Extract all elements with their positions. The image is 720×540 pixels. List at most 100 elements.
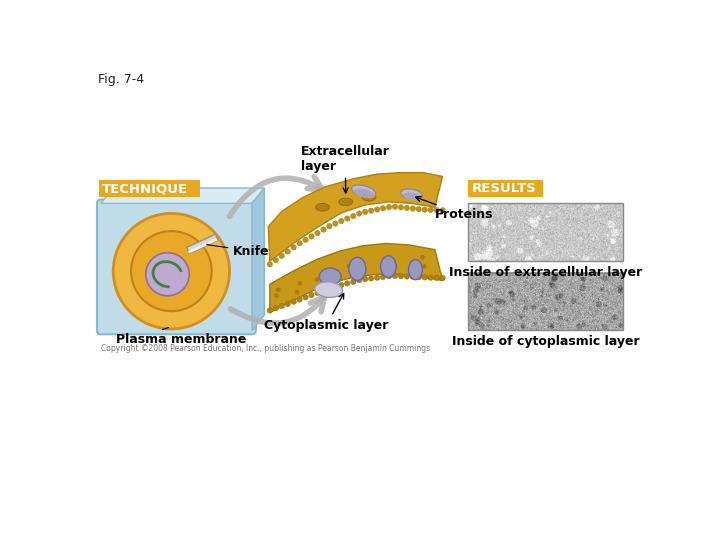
Circle shape (380, 274, 386, 280)
Circle shape (322, 273, 326, 278)
Circle shape (291, 245, 297, 250)
Ellipse shape (354, 188, 375, 198)
Circle shape (333, 284, 338, 289)
Text: Cytoplasmic layer: Cytoplasmic layer (264, 293, 389, 332)
Polygon shape (188, 238, 218, 253)
Ellipse shape (403, 192, 422, 200)
Ellipse shape (349, 257, 366, 280)
Ellipse shape (351, 185, 376, 197)
Polygon shape (270, 244, 443, 313)
Circle shape (356, 278, 362, 283)
Circle shape (297, 281, 302, 286)
Circle shape (422, 275, 428, 280)
Ellipse shape (320, 268, 341, 285)
Polygon shape (269, 173, 443, 261)
Circle shape (309, 234, 314, 239)
Text: Extracellular
layer: Extracellular layer (301, 145, 390, 193)
Text: Plasma membrane: Plasma membrane (117, 333, 247, 346)
Circle shape (404, 274, 410, 279)
Circle shape (273, 306, 279, 311)
Circle shape (404, 205, 410, 211)
Circle shape (392, 273, 397, 279)
Circle shape (386, 205, 392, 210)
Circle shape (362, 209, 368, 214)
FancyBboxPatch shape (97, 200, 256, 334)
Circle shape (318, 273, 323, 278)
Circle shape (303, 295, 308, 300)
Circle shape (434, 275, 439, 281)
FancyBboxPatch shape (468, 180, 543, 197)
Text: Inside of extracellular layer: Inside of extracellular layer (449, 266, 642, 279)
Circle shape (434, 207, 439, 213)
Circle shape (386, 273, 392, 279)
Circle shape (392, 204, 397, 210)
Circle shape (276, 288, 281, 292)
Circle shape (398, 205, 404, 210)
Text: Inside of cytoplasmic layer: Inside of cytoplasmic layer (452, 335, 639, 348)
Circle shape (145, 253, 189, 296)
Circle shape (369, 208, 374, 213)
Circle shape (374, 207, 379, 212)
Circle shape (294, 290, 300, 294)
Circle shape (274, 293, 279, 298)
Ellipse shape (408, 260, 423, 280)
Text: Knife: Knife (207, 245, 270, 258)
Circle shape (416, 206, 421, 212)
Text: Fig. 7-4: Fig. 7-4 (98, 72, 144, 85)
Circle shape (359, 265, 364, 269)
Circle shape (351, 279, 356, 285)
Ellipse shape (362, 193, 376, 201)
Circle shape (297, 297, 302, 302)
Circle shape (351, 213, 356, 219)
Circle shape (273, 258, 279, 263)
Circle shape (398, 274, 404, 279)
Ellipse shape (381, 256, 396, 278)
Circle shape (315, 290, 320, 295)
FancyArrowPatch shape (230, 296, 325, 323)
Polygon shape (187, 234, 218, 253)
Circle shape (315, 231, 320, 236)
Circle shape (380, 206, 386, 211)
Circle shape (345, 281, 350, 286)
Circle shape (267, 261, 272, 267)
Circle shape (315, 278, 319, 282)
Circle shape (338, 282, 344, 288)
Circle shape (428, 207, 433, 213)
Circle shape (291, 299, 297, 305)
Circle shape (440, 208, 446, 213)
Circle shape (267, 308, 272, 313)
Circle shape (327, 286, 332, 291)
Circle shape (362, 276, 368, 282)
Ellipse shape (315, 204, 330, 211)
Circle shape (309, 292, 314, 298)
Ellipse shape (339, 198, 353, 206)
Circle shape (318, 275, 323, 280)
Text: TECHNIQUE: TECHNIQUE (102, 183, 188, 195)
Circle shape (279, 253, 284, 259)
Circle shape (327, 224, 332, 229)
Text: Copyright ©2008 Pearson Education, Inc., publishing as Pearson Benjamin Cummings: Copyright ©2008 Pearson Education, Inc.,… (101, 343, 430, 353)
FancyArrowPatch shape (230, 177, 323, 217)
Circle shape (347, 264, 351, 268)
Circle shape (131, 231, 212, 311)
Circle shape (416, 274, 421, 280)
Text: RESULTS: RESULTS (472, 183, 536, 195)
Circle shape (338, 218, 344, 224)
Circle shape (113, 213, 230, 329)
Circle shape (440, 275, 446, 281)
Circle shape (392, 266, 397, 270)
Circle shape (422, 264, 427, 268)
Polygon shape (101, 188, 264, 204)
Circle shape (374, 275, 379, 280)
Circle shape (422, 207, 428, 212)
Circle shape (369, 276, 374, 281)
Circle shape (297, 240, 302, 246)
Ellipse shape (315, 282, 343, 298)
Polygon shape (252, 188, 264, 330)
Circle shape (285, 301, 290, 307)
Circle shape (410, 206, 415, 211)
Circle shape (392, 264, 397, 268)
Circle shape (320, 288, 326, 293)
Circle shape (410, 274, 415, 280)
FancyBboxPatch shape (99, 180, 200, 197)
